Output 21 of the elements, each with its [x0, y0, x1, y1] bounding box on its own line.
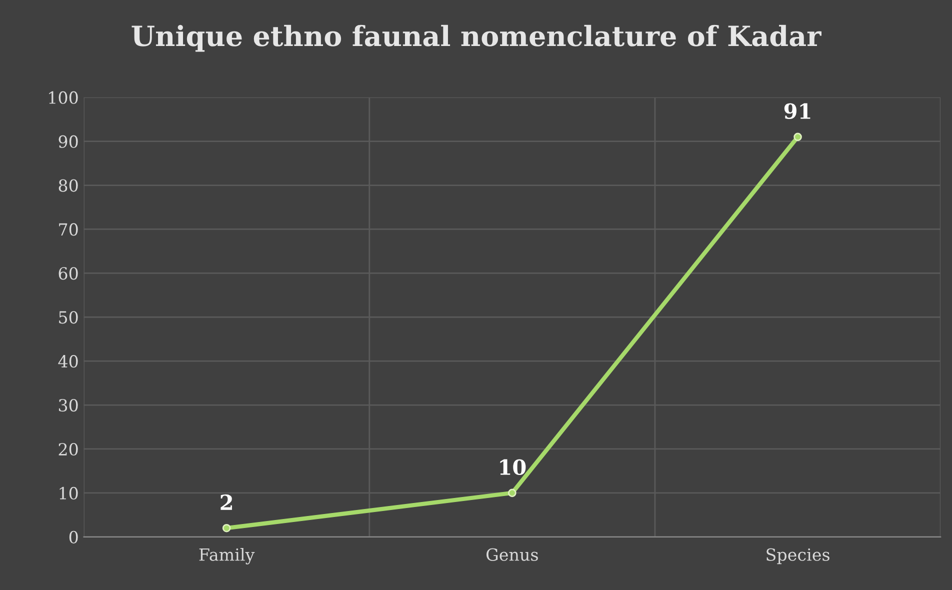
y-tick-label: 30 — [58, 398, 78, 412]
y-tick-label: 0 — [69, 530, 78, 544]
y-tick-label: 90 — [58, 135, 78, 148]
point — [222, 524, 231, 532]
data-label: 10 — [500, 459, 526, 476]
data-label: 91 — [784, 103, 810, 119]
y-tick-label: 10 — [60, 486, 78, 500]
point — [794, 132, 802, 142]
point — [508, 488, 516, 498]
x-tick-label: Species — [766, 548, 830, 564]
y-tick-label: 70 — [59, 223, 78, 236]
y-tick-label: 50 — [59, 311, 78, 324]
y-tick-label: 60 — [58, 267, 78, 280]
y-tick-label: 100 — [49, 91, 78, 104]
x-tick-label: Genus — [486, 548, 538, 561]
y-tick-label: 80 — [58, 179, 78, 192]
chart-title: Unique ethno faunal nomenclature of Kadar — [132, 24, 822, 52]
y-tick-label: 20 — [58, 442, 78, 456]
data-label: 2 — [220, 494, 232, 510]
y-tick-label: 40 — [58, 355, 78, 368]
x-tick-label: Family — [199, 548, 255, 564]
